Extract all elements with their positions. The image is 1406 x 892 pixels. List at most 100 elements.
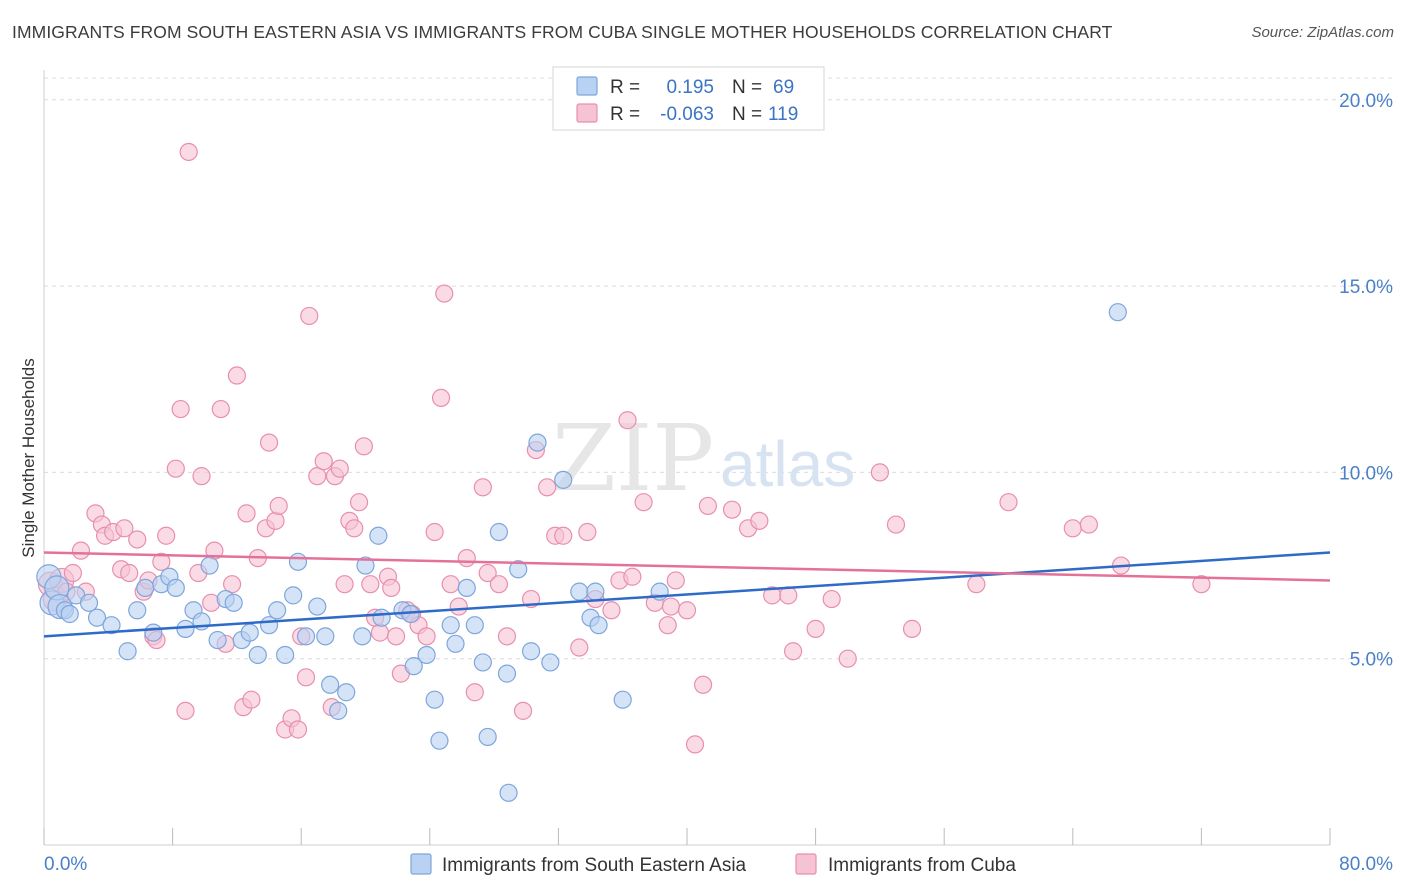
chart-source: Source: ZipAtlas.com (1251, 24, 1394, 41)
sea-point-60 (554, 470, 573, 489)
legend-n-value-pink: 119 (768, 104, 798, 125)
sea-point-20 (200, 556, 219, 575)
y-axis-label: Single Mother Households (19, 358, 38, 557)
legend-frame (552, 66, 825, 131)
sea-point-21 (208, 630, 227, 650)
cuba-point-77 (489, 575, 509, 594)
bottom-legend-swatch-pink (795, 853, 817, 875)
cuba-point-88 (602, 601, 621, 620)
sea-point-5 (60, 604, 79, 624)
bottom-legend-label-blue: Immigrants from South Eastern Asia (442, 855, 747, 876)
sea-point-10 (118, 642, 137, 661)
cuba-point-86 (578, 522, 597, 542)
cuba-point-45 (296, 668, 316, 687)
cuba-point-56 (354, 437, 373, 456)
cuba-point-79 (513, 701, 533, 720)
cuba-point-112 (902, 619, 922, 638)
cuba-point-29 (211, 399, 230, 419)
axes (43, 70, 1331, 846)
sea-point-45 (417, 645, 436, 665)
cuba-point-71 (441, 575, 460, 594)
cuba-point-51 (330, 459, 349, 478)
sea-point-63 (586, 582, 605, 601)
sea-point-7 (79, 593, 99, 612)
cuba-point-97 (677, 601, 697, 620)
y-tick-label-15: 15.0% (1339, 277, 1393, 298)
sea-point-32 (296, 627, 316, 646)
cuba-point-61 (382, 578, 401, 598)
cuba-point-19 (152, 552, 171, 571)
cuba-point-48 (314, 452, 333, 471)
bottom-legend-swatch-blue (410, 853, 432, 875)
sea-point-55 (497, 664, 517, 683)
sea-point-12 (136, 578, 155, 598)
trend-line-sea (43, 551, 1331, 638)
bottom-legend: Immigrants from South Eastern Asia Immig… (410, 853, 1016, 876)
cuba-point-82 (538, 478, 557, 497)
sea-point-37 (337, 683, 356, 702)
sea-point-67 (1108, 303, 1127, 322)
cuba-point-69 (431, 388, 451, 407)
cuba-point-101 (722, 500, 742, 519)
legend-r-value-pink: -0.063 (660, 104, 714, 125)
sea-point-36 (329, 701, 348, 720)
cuba-point-54 (345, 519, 364, 538)
cuba-point-39 (266, 511, 285, 530)
sea-point-33 (308, 597, 327, 616)
cuba-point-99 (693, 675, 713, 694)
cuba-point-67 (417, 627, 436, 646)
sea-point-53 (478, 727, 497, 747)
cuba-point-14 (128, 530, 147, 549)
cuba-point-114 (999, 493, 1018, 512)
cuba-point-116 (1079, 515, 1098, 534)
sea-point-47 (430, 731, 449, 750)
sea-point-26 (248, 645, 267, 665)
sea-point-40 (369, 526, 388, 545)
legend-r-label-blue: R = (610, 77, 640, 98)
series-sea-points (36, 303, 1127, 802)
cuba-point-92 (634, 493, 653, 512)
legend-r-value-blue: 0.195 (666, 77, 714, 98)
y-tick-label-20: 20.0% (1339, 91, 1393, 112)
sea-point-35 (321, 675, 340, 694)
sea-point-68 (589, 616, 608, 635)
cuba-point-70 (435, 284, 454, 303)
sea-point-16 (166, 578, 185, 598)
sea-point-38 (353, 627, 372, 646)
cuba-point-62 (386, 627, 406, 646)
sea-point-49 (446, 634, 465, 653)
sea-point-52 (473, 653, 492, 672)
legend-swatch-blue (576, 76, 598, 96)
grid-lines (44, 77, 1395, 660)
cuba-point-21 (166, 459, 185, 478)
cuba-point-46 (300, 306, 319, 326)
cuba-point-94 (658, 616, 677, 635)
x-tick-label-max: 80.0% (1339, 854, 1393, 875)
legend-n-value-blue: 69 (773, 77, 794, 98)
cuba-point-106 (783, 642, 803, 661)
cuba-point-73 (457, 549, 476, 568)
cuba-point-34 (237, 504, 256, 523)
watermark-atlas: atlas (720, 428, 855, 500)
sea-point-64 (613, 690, 632, 709)
sea-point-59 (541, 653, 560, 672)
cuba-point-95 (661, 597, 681, 616)
cuba-point-22 (171, 399, 190, 419)
sea-point-23 (224, 593, 243, 612)
sea-point-29 (276, 645, 295, 665)
sea-point-17 (176, 619, 195, 638)
legend-box: R = 0.195 N = 69 R = -0.063 N = 119 (552, 66, 825, 131)
y-tick-label-5: 5.0% (1350, 650, 1393, 671)
cuba-point-52 (335, 575, 354, 594)
sea-point-30 (284, 586, 303, 605)
cuba-point-96 (666, 571, 685, 590)
sea-point-46 (425, 690, 444, 709)
cuba-point-12 (115, 519, 134, 538)
watermark: ZIP atlas (552, 405, 855, 512)
legend-n-label-pink: N = (732, 104, 762, 125)
cuba-point-85 (570, 638, 589, 657)
cuba-point-90 (618, 411, 637, 430)
sea-point-61 (570, 582, 589, 601)
cuba-point-68 (425, 522, 444, 542)
